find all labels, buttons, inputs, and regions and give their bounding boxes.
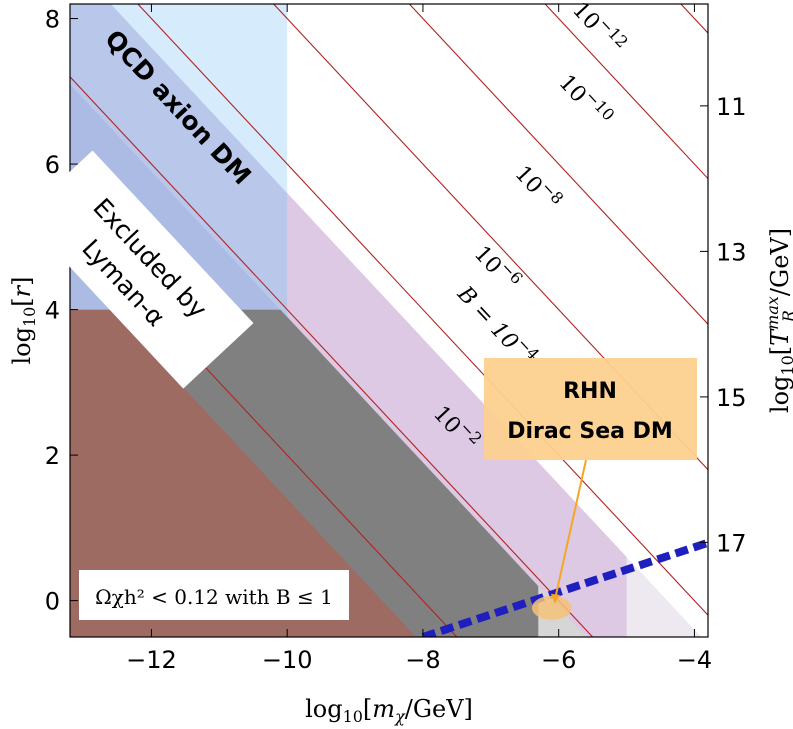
contour-label: 10−6: [469, 237, 527, 296]
y-axis-label-right: log10[TmaxR/GeV]: [763, 228, 793, 413]
contour-label-text: B = 10−4: [452, 277, 544, 372]
x-tick-label: −10: [262, 646, 313, 674]
right-tick-label: 13: [716, 238, 747, 266]
x-tick-label: −6: [541, 646, 576, 674]
contour-label-text: 10−6: [469, 237, 527, 296]
contour-label: 10−12: [567, 0, 632, 60]
right-tick-label: 15: [716, 384, 747, 412]
contour-label: 10−8: [510, 157, 568, 216]
rhn-label-box: [484, 358, 697, 460]
x-axis-label: log10[mχ/GeV]: [305, 695, 473, 726]
y-tick-label: 4: [45, 297, 60, 325]
x-tick-label: −12: [126, 646, 177, 674]
rhn-label-line2: Dirac Sea DM: [507, 419, 673, 444]
y-axis-label-left: log10[r]: [8, 276, 39, 364]
y-tick-label: 8: [45, 6, 60, 34]
right-tick-label: 17: [716, 529, 747, 557]
svg-text:log10[TmaxR/GeV]: log10[TmaxR/GeV]: [763, 228, 793, 413]
contour-label-text: 10−10: [554, 66, 619, 132]
contour-label-text: 10−12: [567, 0, 632, 60]
svg-text:log10[r]: log10[r]: [8, 276, 39, 364]
y-tick-label: 2: [45, 442, 60, 470]
rhn-marker: [532, 596, 572, 620]
y-tick-label: 0: [45, 588, 60, 616]
rhn-label-line1: RHN: [563, 379, 617, 404]
contour-label: B = 10−4: [452, 277, 544, 372]
right-tick-label: 11: [716, 93, 747, 121]
contour-label-text: 10−8: [510, 157, 568, 216]
x-tick-label: −8: [405, 646, 440, 674]
y-tick-label: 6: [45, 151, 60, 179]
contour-label: 10−10: [554, 66, 619, 132]
omega-label: Ωχh² < 0.12 with B ≤ 1: [95, 585, 333, 609]
x-tick-label: −4: [677, 646, 712, 674]
